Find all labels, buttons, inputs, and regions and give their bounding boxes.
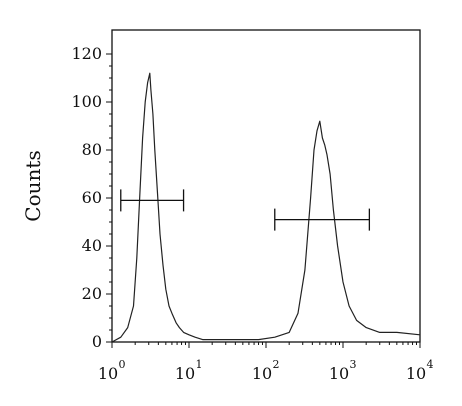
x-tick-exponent: 1 [196,358,203,371]
y-tick-label: 20 [82,284,102,303]
x-tick-label: 10 0 [98,358,126,383]
gate-markers [120,189,371,231]
histogram-line [111,72,421,343]
x-tick-exponent: 2 [273,358,280,371]
series-layer [111,72,421,343]
plot-frame [111,29,421,343]
x-tick-exponent: 3 [350,358,357,371]
y-axis-ticks: 0 20 40 60 80 100 120 [71,44,112,351]
y-tick-label: 120 [71,44,102,63]
x-axis-ticks: 10 0 10 1 10 2 10 3 10 4 [98,342,434,383]
x-tick-base: 10 [252,364,272,383]
x-tick-label: 10 1 [175,358,203,383]
y-axis-title: Counts [21,150,45,221]
y-tick-label: 0 [92,332,102,351]
x-tick-base: 10 [98,364,118,383]
x-tick-label: 10 3 [329,358,357,383]
x-tick-base: 10 [329,364,349,383]
x-tick-exponent: 4 [427,358,434,371]
y-tick-label: 100 [71,92,102,111]
y-tick-label: 60 [82,188,102,207]
gate-marker [274,208,371,231]
x-tick-base: 10 [406,364,426,383]
x-tick-label: 10 4 [406,358,434,383]
y-tick-label: 80 [82,140,102,159]
x-tick-base: 10 [175,364,195,383]
y-tick-label: 40 [82,236,102,255]
x-tick-label: 10 2 [252,358,280,383]
x-tick-exponent: 0 [119,358,126,371]
gate-marker [120,189,185,212]
